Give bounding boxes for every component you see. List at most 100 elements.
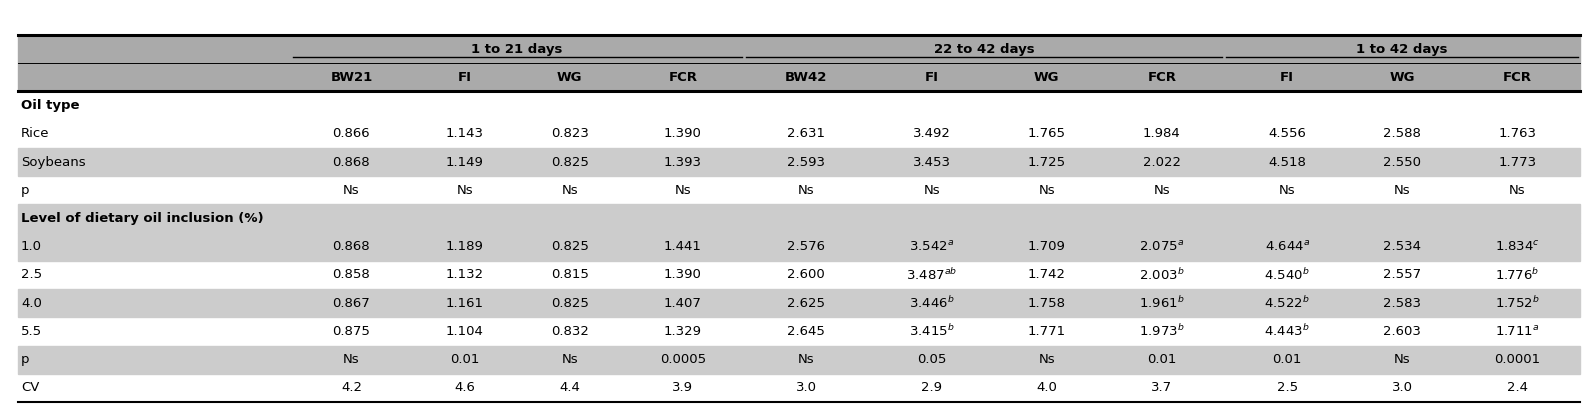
Text: 0.832: 0.832 [550, 325, 588, 338]
Text: 0.858: 0.858 [332, 269, 370, 282]
Text: 2.003$^{b}$: 2.003$^{b}$ [1138, 267, 1185, 283]
Text: 2.557: 2.557 [1383, 269, 1421, 282]
Text: 3.542$^{a}$: 3.542$^{a}$ [909, 240, 954, 254]
Text: FI: FI [1280, 71, 1294, 84]
Text: Ns: Ns [798, 353, 814, 366]
Text: 4.0: 4.0 [21, 297, 41, 310]
Text: 1 to 21 days: 1 to 21 days [472, 43, 563, 56]
Text: 1.390: 1.390 [665, 127, 701, 140]
Text: Ns: Ns [1154, 184, 1170, 197]
Text: 4.522$^{b}$: 4.522$^{b}$ [1264, 295, 1310, 311]
Text: 2.550: 2.550 [1383, 155, 1421, 168]
Text: FCR: FCR [1148, 71, 1177, 84]
Text: 1.765: 1.765 [1027, 127, 1065, 140]
Text: 3.453: 3.453 [913, 155, 951, 168]
Text: 1.393: 1.393 [665, 155, 701, 168]
Text: 4.518: 4.518 [1269, 155, 1305, 168]
Text: 4.4: 4.4 [560, 381, 580, 394]
Text: p: p [21, 184, 30, 197]
Text: Ns: Ns [1278, 184, 1296, 197]
Text: Ns: Ns [561, 353, 579, 366]
Text: 0.825: 0.825 [550, 155, 588, 168]
Text: 0.868: 0.868 [332, 240, 370, 253]
Text: 3.415$^{b}$: 3.415$^{b}$ [909, 324, 954, 339]
Text: Ns: Ns [343, 353, 359, 366]
Text: 0.01: 0.01 [1272, 353, 1302, 366]
Text: Ns: Ns [924, 184, 940, 197]
Text: 1.773: 1.773 [1498, 155, 1536, 168]
Text: 2.600: 2.600 [787, 269, 825, 282]
Text: Ns: Ns [1509, 184, 1526, 197]
Text: FCR: FCR [1503, 71, 1531, 84]
Text: 1.709: 1.709 [1027, 240, 1065, 253]
Text: 0.0005: 0.0005 [660, 353, 706, 366]
Text: 2.075$^{a}$: 2.075$^{a}$ [1140, 240, 1185, 254]
Text: 2.588: 2.588 [1383, 127, 1421, 140]
Text: 1.390: 1.390 [665, 269, 701, 282]
Text: 2.4: 2.4 [1507, 381, 1528, 394]
Text: 0.0001: 0.0001 [1495, 353, 1541, 366]
Text: Ns: Ns [1038, 353, 1056, 366]
Text: Ns: Ns [561, 184, 579, 197]
Text: 1.758: 1.758 [1027, 297, 1065, 310]
Text: 0.01: 0.01 [450, 353, 479, 366]
Bar [17, 204, 1580, 233]
Text: 1.161: 1.161 [445, 297, 483, 310]
Text: Ns: Ns [1394, 184, 1410, 197]
Text: 2.576: 2.576 [787, 240, 825, 253]
Text: p: p [21, 353, 30, 366]
Text: 5.5: 5.5 [21, 325, 41, 338]
Text: 1.742: 1.742 [1027, 269, 1065, 282]
Text: 2.603: 2.603 [1383, 325, 1421, 338]
Text: Ns: Ns [343, 184, 359, 197]
Text: 2.534: 2.534 [1383, 240, 1421, 253]
Text: CV: CV [21, 381, 40, 394]
Text: 0.01: 0.01 [1146, 353, 1177, 366]
Text: WG: WG [1034, 71, 1059, 84]
Text: 1.0: 1.0 [21, 240, 41, 253]
Text: 1.143: 1.143 [445, 127, 483, 140]
Text: 1.132: 1.132 [445, 269, 483, 282]
Text: Rice: Rice [21, 127, 49, 140]
Text: 0.815: 0.815 [550, 269, 588, 282]
Text: 0.825: 0.825 [550, 240, 588, 253]
Text: 4.2: 4.2 [340, 381, 363, 394]
Text: 1 to 42 days: 1 to 42 days [1356, 43, 1448, 56]
Bar [17, 148, 1580, 176]
Text: Ns: Ns [456, 184, 472, 197]
Text: 4.443$^{b}$: 4.443$^{b}$ [1264, 324, 1310, 339]
Text: 1.407: 1.407 [665, 297, 701, 310]
Text: 3.7: 3.7 [1151, 381, 1172, 394]
Text: Ns: Ns [1394, 353, 1410, 366]
Text: 1.771: 1.771 [1027, 325, 1065, 338]
Text: 2.645: 2.645 [787, 325, 825, 338]
Text: 2.583: 2.583 [1383, 297, 1421, 310]
Text: 2.593: 2.593 [787, 155, 825, 168]
Text: BW21: BW21 [331, 71, 372, 84]
Text: FI: FI [925, 71, 938, 84]
Text: 1.973$^{b}$: 1.973$^{b}$ [1138, 324, 1185, 339]
Text: 1.329: 1.329 [665, 325, 701, 338]
Text: 0.866: 0.866 [332, 127, 370, 140]
Text: 0.868: 0.868 [332, 155, 370, 168]
Text: 0.875: 0.875 [332, 325, 370, 338]
Text: 0.05: 0.05 [917, 353, 946, 366]
Text: 0.867: 0.867 [332, 297, 370, 310]
Text: 1.984: 1.984 [1143, 127, 1181, 140]
Text: Ns: Ns [798, 184, 814, 197]
Text: Oil type: Oil type [21, 99, 80, 112]
Text: 1.104: 1.104 [445, 325, 483, 338]
Text: 0.823: 0.823 [550, 127, 588, 140]
Text: 4.0: 4.0 [1037, 381, 1057, 394]
Text: 3.0: 3.0 [1391, 381, 1414, 394]
Text: 4.6: 4.6 [455, 381, 475, 394]
Text: 3.492: 3.492 [913, 127, 951, 140]
Text: WG: WG [1390, 71, 1415, 84]
Text: 2.625: 2.625 [787, 297, 825, 310]
Text: 1.834$^{c}$: 1.834$^{c}$ [1495, 240, 1539, 254]
Text: Level of dietary oil inclusion (%): Level of dietary oil inclusion (%) [21, 212, 264, 225]
Bar [17, 346, 1580, 374]
Text: Ns: Ns [1038, 184, 1056, 197]
Text: 1.149: 1.149 [445, 155, 483, 168]
Text: BW42: BW42 [785, 71, 827, 84]
